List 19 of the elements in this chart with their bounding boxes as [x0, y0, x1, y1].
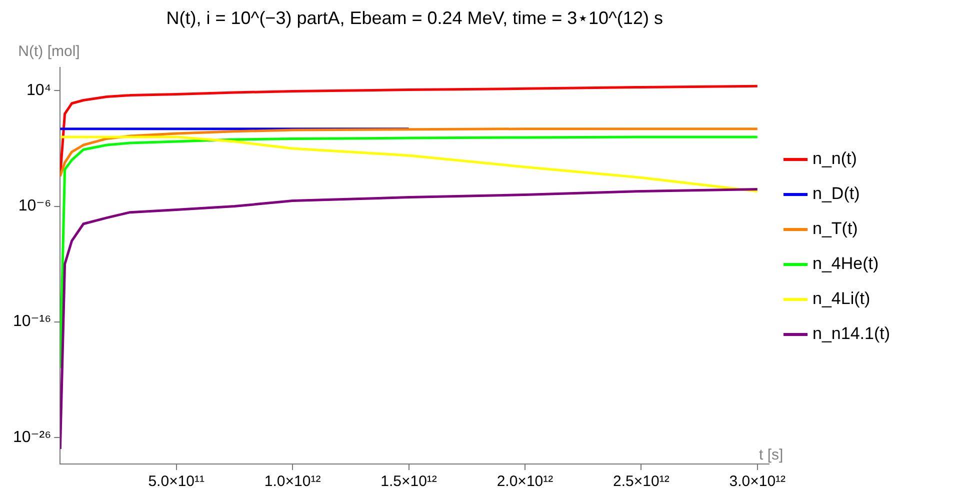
x-axis-title: t [s] [759, 446, 784, 464]
x-tick-label: 5.0×10¹¹ [148, 473, 205, 490]
x-tick-label: 2.5×10¹² [613, 473, 670, 490]
legend-label: n_n(t) [812, 149, 857, 168]
x-tick-label: 1.5×10¹² [380, 473, 437, 490]
legend-label: n_4Li(t) [812, 289, 870, 308]
legend-label: n_T(t) [812, 219, 858, 238]
x-tick-label: 1.0×10¹² [264, 473, 321, 490]
legend-label: n_4He(t) [812, 254, 879, 274]
legend-label: n_D(t) [812, 184, 860, 204]
x-tick-label: 2.0×10¹² [496, 473, 554, 490]
legend-label: n_n14.1(t) [812, 324, 890, 344]
y-tick-label: 10⁻¹⁶ [13, 313, 52, 330]
y-tick-label: 10⁻⁶ [18, 198, 52, 215]
x-tick-label: 3.0×10¹² [729, 473, 786, 490]
chart-title: N(t), i = 10^(−3) partA, Ebeam = 0.24 MeV, time = 3⋆10^(12) s [166, 8, 663, 28]
y-axis-title: N(t) [mol] [18, 43, 80, 60]
y-tick-label: 10⁴ [26, 82, 52, 100]
y-tick-label: 10⁻²⁶ [13, 428, 52, 446]
